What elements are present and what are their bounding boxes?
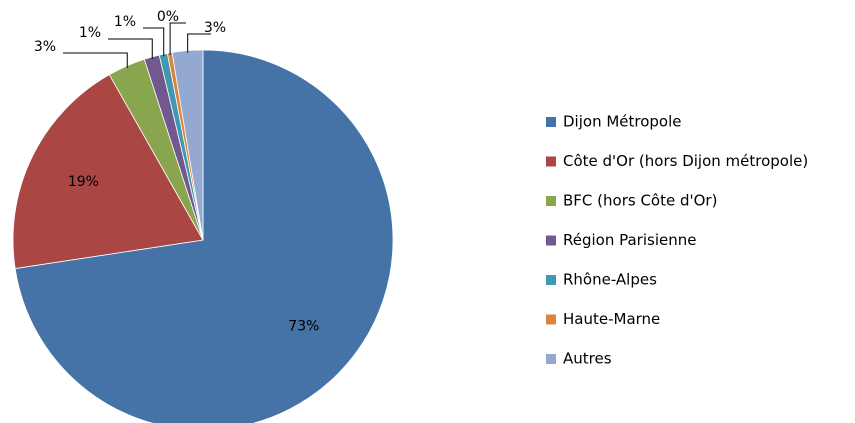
data-label: 3% — [204, 20, 226, 36]
legend-label: Dijon Métropole — [563, 113, 682, 131]
legend-label: Région Parisienne — [563, 231, 696, 249]
legend-swatch — [546, 354, 556, 364]
data-label: 0% — [157, 9, 179, 25]
leader-line — [169, 22, 186, 55]
legend-swatch — [546, 196, 556, 206]
data-label: 73% — [288, 319, 319, 335]
pie-slice — [12, 74, 204, 269]
legend-swatch — [546, 117, 556, 127]
legend-swatch — [546, 156, 556, 167]
legend-label: BFC (hors Côte d'Or) — [563, 192, 717, 210]
data-label: 1% — [114, 14, 136, 30]
leader-line — [187, 33, 211, 53]
legend-swatch — [546, 314, 556, 325]
legend-label: Autres — [563, 350, 612, 368]
pie-slice — [14, 49, 394, 423]
legend-label: Côte d'Or (hors Dijon métropole) — [563, 152, 808, 170]
legend-label: Haute-Marne — [563, 310, 660, 328]
data-label: 19% — [68, 174, 99, 190]
legend-swatch — [546, 235, 556, 246]
legend-label: Rhône-Alpes — [563, 271, 657, 289]
data-label: 3% — [34, 39, 56, 55]
data-label: 1% — [79, 25, 101, 41]
legend-swatch — [546, 275, 556, 285]
leader-line — [108, 38, 153, 59]
leader-line — [143, 27, 165, 57]
leader-line — [63, 52, 128, 68]
